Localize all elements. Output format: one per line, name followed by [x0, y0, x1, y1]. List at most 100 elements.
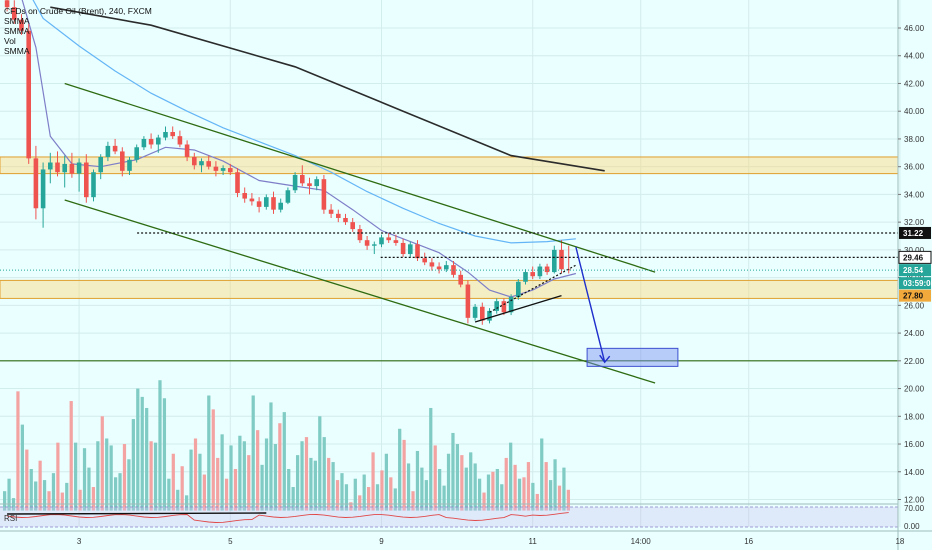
volume-bar — [415, 450, 420, 511]
volume-bar — [3, 491, 7, 511]
volume-bar — [367, 487, 371, 511]
candle-body — [170, 132, 175, 137]
price-badge-label: 31.22 — [903, 229, 924, 238]
price-tick-label: 12.00 — [904, 496, 925, 505]
volume-bar — [193, 438, 198, 511]
candle-body — [408, 244, 413, 255]
volume-bar — [278, 423, 282, 511]
volume-bar — [82, 448, 87, 511]
candle-body — [264, 197, 269, 207]
volume-bar — [207, 395, 211, 511]
candle-body — [386, 237, 391, 241]
legend-symbol: CFDs on Crude Oil (Brent), 240, FXCM — [4, 6, 152, 16]
forecast-arrow-head — [599, 354, 611, 364]
dotted-trend-line — [489, 264, 577, 313]
legend-indicator[interactable]: SMMA — [4, 26, 30, 36]
candle-body — [213, 166, 219, 171]
volume-bar — [162, 398, 167, 511]
volume-bar — [118, 473, 122, 511]
volume-bar — [242, 441, 246, 511]
volume-bar — [371, 452, 375, 511]
volume-bar — [313, 460, 317, 511]
volume-bar — [544, 462, 548, 511]
candle-body — [141, 138, 147, 148]
candle-body — [127, 159, 132, 171]
volume-bar — [69, 401, 73, 511]
candle-body — [559, 249, 564, 270]
price-badge-label: 27.80 — [903, 292, 924, 301]
candle-body — [84, 162, 89, 198]
volume-bar — [402, 439, 406, 511]
volume-bar — [451, 432, 455, 511]
volume-bar — [202, 474, 206, 511]
candle-body — [307, 183, 312, 187]
volume-bar — [380, 470, 384, 511]
candle-body — [429, 262, 435, 267]
candle-body — [62, 163, 67, 173]
time-tick-label: 18 — [895, 537, 904, 546]
price-tick-label: 24.00 — [904, 329, 925, 338]
candle-body — [321, 179, 327, 210]
volume-bar — [473, 463, 477, 511]
price-badge-label: 29.46 — [903, 253, 924, 262]
candle-body — [192, 156, 197, 166]
volume-bar — [531, 482, 535, 511]
candle-body — [343, 217, 348, 223]
volume-bar — [109, 445, 113, 511]
volume-bar — [185, 495, 189, 511]
candle-body — [134, 147, 139, 160]
volume-bar — [406, 463, 411, 511]
support-trend-line — [474, 295, 562, 323]
rsi-band — [0, 507, 898, 527]
volume-bar — [47, 491, 51, 511]
volume-bar — [500, 484, 504, 511]
supply-demand-zone — [0, 279, 899, 299]
candle-body — [530, 272, 535, 277]
volume-bar — [389, 477, 393, 511]
volume-bar — [29, 468, 33, 511]
legend-indicator[interactable]: SMMA — [4, 46, 30, 56]
candle-body — [516, 281, 521, 298]
candle-body — [19, 19, 24, 31]
volume-bar — [136, 388, 140, 511]
candle-body — [271, 197, 276, 210]
legend-indicator[interactable]: Vol — [4, 36, 16, 46]
volume-bar — [557, 485, 562, 511]
volume-bar — [145, 407, 149, 511]
legend-indicator[interactable]: SMMA — [4, 16, 30, 26]
drawings-layer — [0, 82, 898, 384]
price-badge — [899, 289, 931, 302]
volume-bar — [180, 466, 184, 511]
candle-body — [26, 30, 31, 159]
volume-bar — [233, 468, 238, 511]
volume-bar — [220, 434, 224, 511]
candle-body — [4, 0, 10, 8]
volume-bar — [25, 449, 29, 511]
volume-bar — [420, 467, 424, 511]
time-tick-label: 3 — [77, 537, 82, 546]
price-tick-label: 30.00 — [904, 246, 925, 255]
volume-bar — [140, 396, 144, 511]
candle-body — [415, 244, 420, 259]
candle-body — [91, 172, 96, 198]
time-tick-label: 11 — [529, 537, 538, 546]
candle-body — [242, 193, 247, 199]
volume-bar — [398, 428, 402, 511]
time-tick-label: 5 — [228, 537, 233, 546]
volume-bar — [189, 449, 193, 511]
volume-bar — [167, 478, 171, 511]
volume-bar — [105, 438, 109, 511]
price-tick-label: 44.00 — [904, 52, 925, 61]
volume-bar — [344, 484, 349, 511]
candle-body — [436, 266, 442, 270]
candle-body — [314, 179, 319, 187]
price-badge-label: 03:59:08 — [903, 279, 932, 288]
volume-bar — [322, 437, 326, 511]
candle-body — [278, 202, 283, 210]
volume-bar — [349, 502, 353, 511]
candle-body — [199, 161, 204, 166]
candle-body — [163, 132, 168, 138]
